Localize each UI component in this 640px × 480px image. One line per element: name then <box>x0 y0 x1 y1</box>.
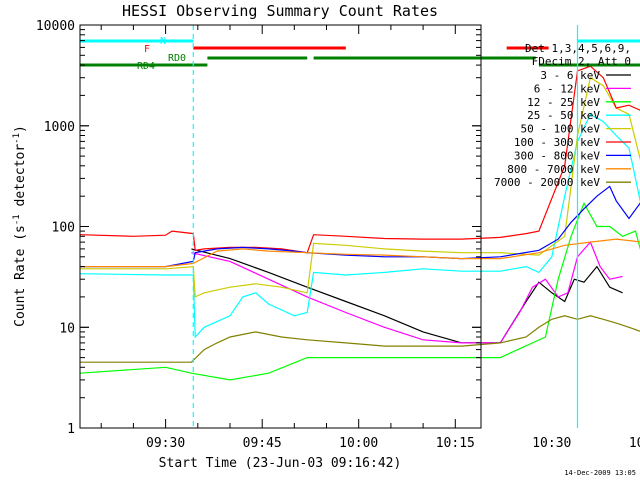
y-tick-labels: 1 10 100 1000 10000 <box>36 19 75 437</box>
x-tick-label: 10:45 <box>629 436 640 451</box>
series-line-800-7000-kev <box>80 238 640 268</box>
plot-series <box>79 65 640 381</box>
y-axis-label-mid: detector <box>13 144 28 215</box>
series-line-100-300-kev <box>79 65 640 254</box>
legend-label-12-25-kev: 12 - 25 keV <box>527 96 600 109</box>
legend-label-7000-20000-kev: 7000 - 20000 keV <box>494 176 600 189</box>
legend-label-100-300-kev: 100 - 300 keV <box>514 136 600 149</box>
y-axis-label: Count Rate (s-1 detector-1) <box>12 125 28 327</box>
y-tick-label: 10000 <box>36 19 75 34</box>
x-tick-label: 09:45 <box>243 436 282 451</box>
y-axis-label-suffix: ) <box>13 125 28 133</box>
chart-title: HESSI Observing Summary Count Rates <box>122 2 438 20</box>
y-axis-label-exp2: -1 <box>12 133 22 144</box>
legend-header-line-2: FDecim 2, Att 0 <box>532 55 631 68</box>
series-line-7000-20000-kev <box>80 315 640 363</box>
x-tick-label: 10:00 <box>339 436 378 451</box>
flag-label-rd4: RD4 <box>137 61 155 72</box>
y-tick-label: 1000 <box>44 120 75 135</box>
y-tick-label: 100 <box>52 221 75 236</box>
flag-label-n: N <box>160 36 166 47</box>
flag-label-rd0: RD0 <box>168 53 186 64</box>
vertical-markers <box>192 25 579 428</box>
x-tick-labels: 09:30 09:45 10:00 10:15 10:30 10:45 <box>146 436 640 451</box>
y-axis-label-prefix: Count Rate (s <box>13 225 28 327</box>
legend-label-6-12-kev: 6 - 12 keV <box>534 82 601 95</box>
series-line-25-50-kev <box>79 113 640 339</box>
flag-label-f: F <box>144 44 150 55</box>
legend: Det 1,3,4,5,6,9, FDecim 2, Att 0 3 - 6 k… <box>494 42 631 189</box>
x-tick-label: 09:30 <box>146 436 185 451</box>
x-axis-label: Start Time (23-Jun-03 09:16:42) <box>159 456 402 471</box>
series-line-50-100-kev <box>80 76 640 298</box>
legend-label-800-7000-kev: 800 - 7000 keV <box>507 163 600 176</box>
legend-label-25-50-kev: 25 - 50 keV <box>527 109 600 122</box>
series-line-300-800-kev <box>80 185 640 268</box>
legend-label-300-800-kev: 300 - 800 keV <box>514 149 600 162</box>
axis-ticks <box>80 24 481 429</box>
legend-header-line-1: Det 1,3,4,5,6,9, <box>525 42 631 55</box>
flag-bars: NF RD0 RD4 <box>80 36 640 72</box>
legend-label-3-6-kev: 3 - 6 keV <box>540 69 600 82</box>
y-axis-label-exp: -1 <box>12 214 22 225</box>
timestamp: 14-Dec-2009 13:05 <box>564 469 636 477</box>
y-tick-label: 10 <box>59 321 75 336</box>
series-line-12-25-kev <box>79 201 640 381</box>
legend-label-50-100-kev: 50 - 100 keV <box>521 123 601 136</box>
x-tick-label: 10:30 <box>532 436 571 451</box>
x-tick-label: 10:15 <box>436 436 475 451</box>
y-tick-label: 1 <box>67 422 75 437</box>
